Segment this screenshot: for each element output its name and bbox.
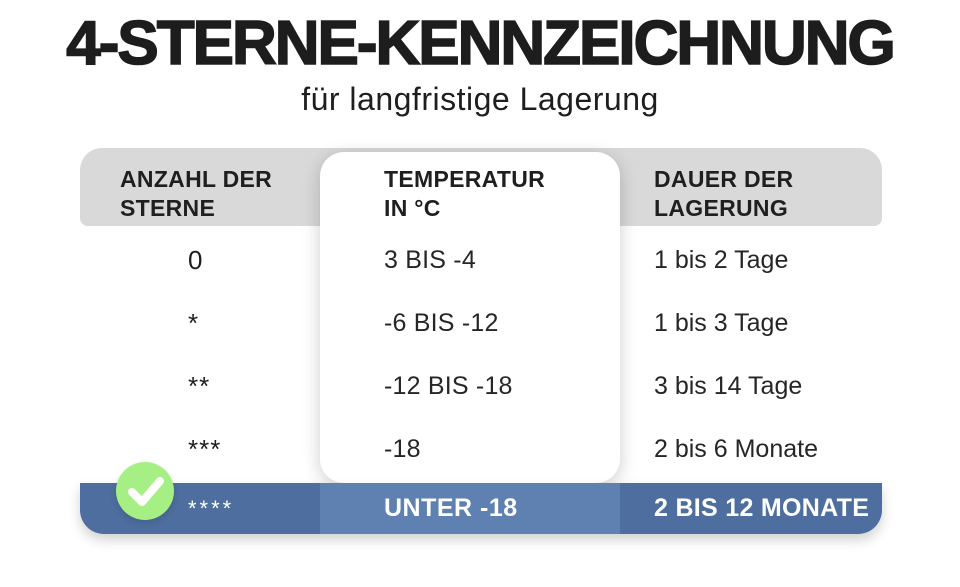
- page-title: 4-STERNE-KENNZEICHNUNG: [65, 9, 896, 78]
- column-header-stars: ANZAHL DER STERNE: [120, 165, 272, 223]
- stars-cell: 0: [188, 245, 204, 275]
- column-header-duration: DAUER DER LAGERUNG: [654, 165, 793, 223]
- duration-cell: 1 bis 3 Tage: [654, 309, 789, 337]
- table-row: *** -18 2 bis 6 Monate: [80, 418, 882, 481]
- column-header-temperature-line2: IN °C: [384, 195, 441, 221]
- checkmark-icon: [116, 462, 174, 520]
- table-row: 0 3 BIS -4 1 bis 2 Tage: [80, 229, 882, 292]
- table-row: * -6 BIS -12 1 bis 3 Tage: [80, 292, 882, 355]
- column-header-duration-line2: LAGERUNG: [654, 195, 789, 221]
- table-row: ** -12 BIS -18 3 bis 14 Tage: [80, 355, 882, 418]
- column-header-temperature-line1: TEMPERATUR: [384, 166, 546, 192]
- temperature-cell: 3 BIS -4: [384, 246, 476, 274]
- highlight-row: **** UNTER -18 2 BIS 12 MONATE: [80, 483, 882, 534]
- column-header-stars-line2: STERNE: [120, 195, 216, 221]
- stars-cell: **: [188, 371, 211, 401]
- page-subtitle: für langfristige Lagerung: [301, 81, 659, 117]
- stars-cell: ***: [188, 434, 222, 464]
- column-header-stars-line1: ANZAHL DER: [120, 166, 273, 192]
- temperature-column-card: [320, 152, 620, 483]
- temperature-cell: -6 BIS -12: [384, 309, 499, 337]
- duration-cell: 1 bis 2 Tage: [654, 246, 789, 274]
- stars-cell: ****: [188, 496, 235, 521]
- temperature-cell: -12 BIS -18: [384, 372, 513, 400]
- temperature-cell: -18: [384, 435, 421, 463]
- duration-cell: 2 bis 6 Monate: [654, 435, 818, 463]
- column-header-duration-line1: DAUER DER: [654, 166, 794, 192]
- column-header-temperature: TEMPERATUR IN °C: [384, 165, 545, 223]
- duration-cell: 2 BIS 12 MONATE: [654, 494, 870, 522]
- highlight-mid-band: [320, 483, 620, 534]
- temperature-cell: UNTER -18: [384, 494, 518, 522]
- duration-cell: 3 bis 14 Tage: [654, 372, 803, 400]
- stars-cell: *: [188, 308, 200, 338]
